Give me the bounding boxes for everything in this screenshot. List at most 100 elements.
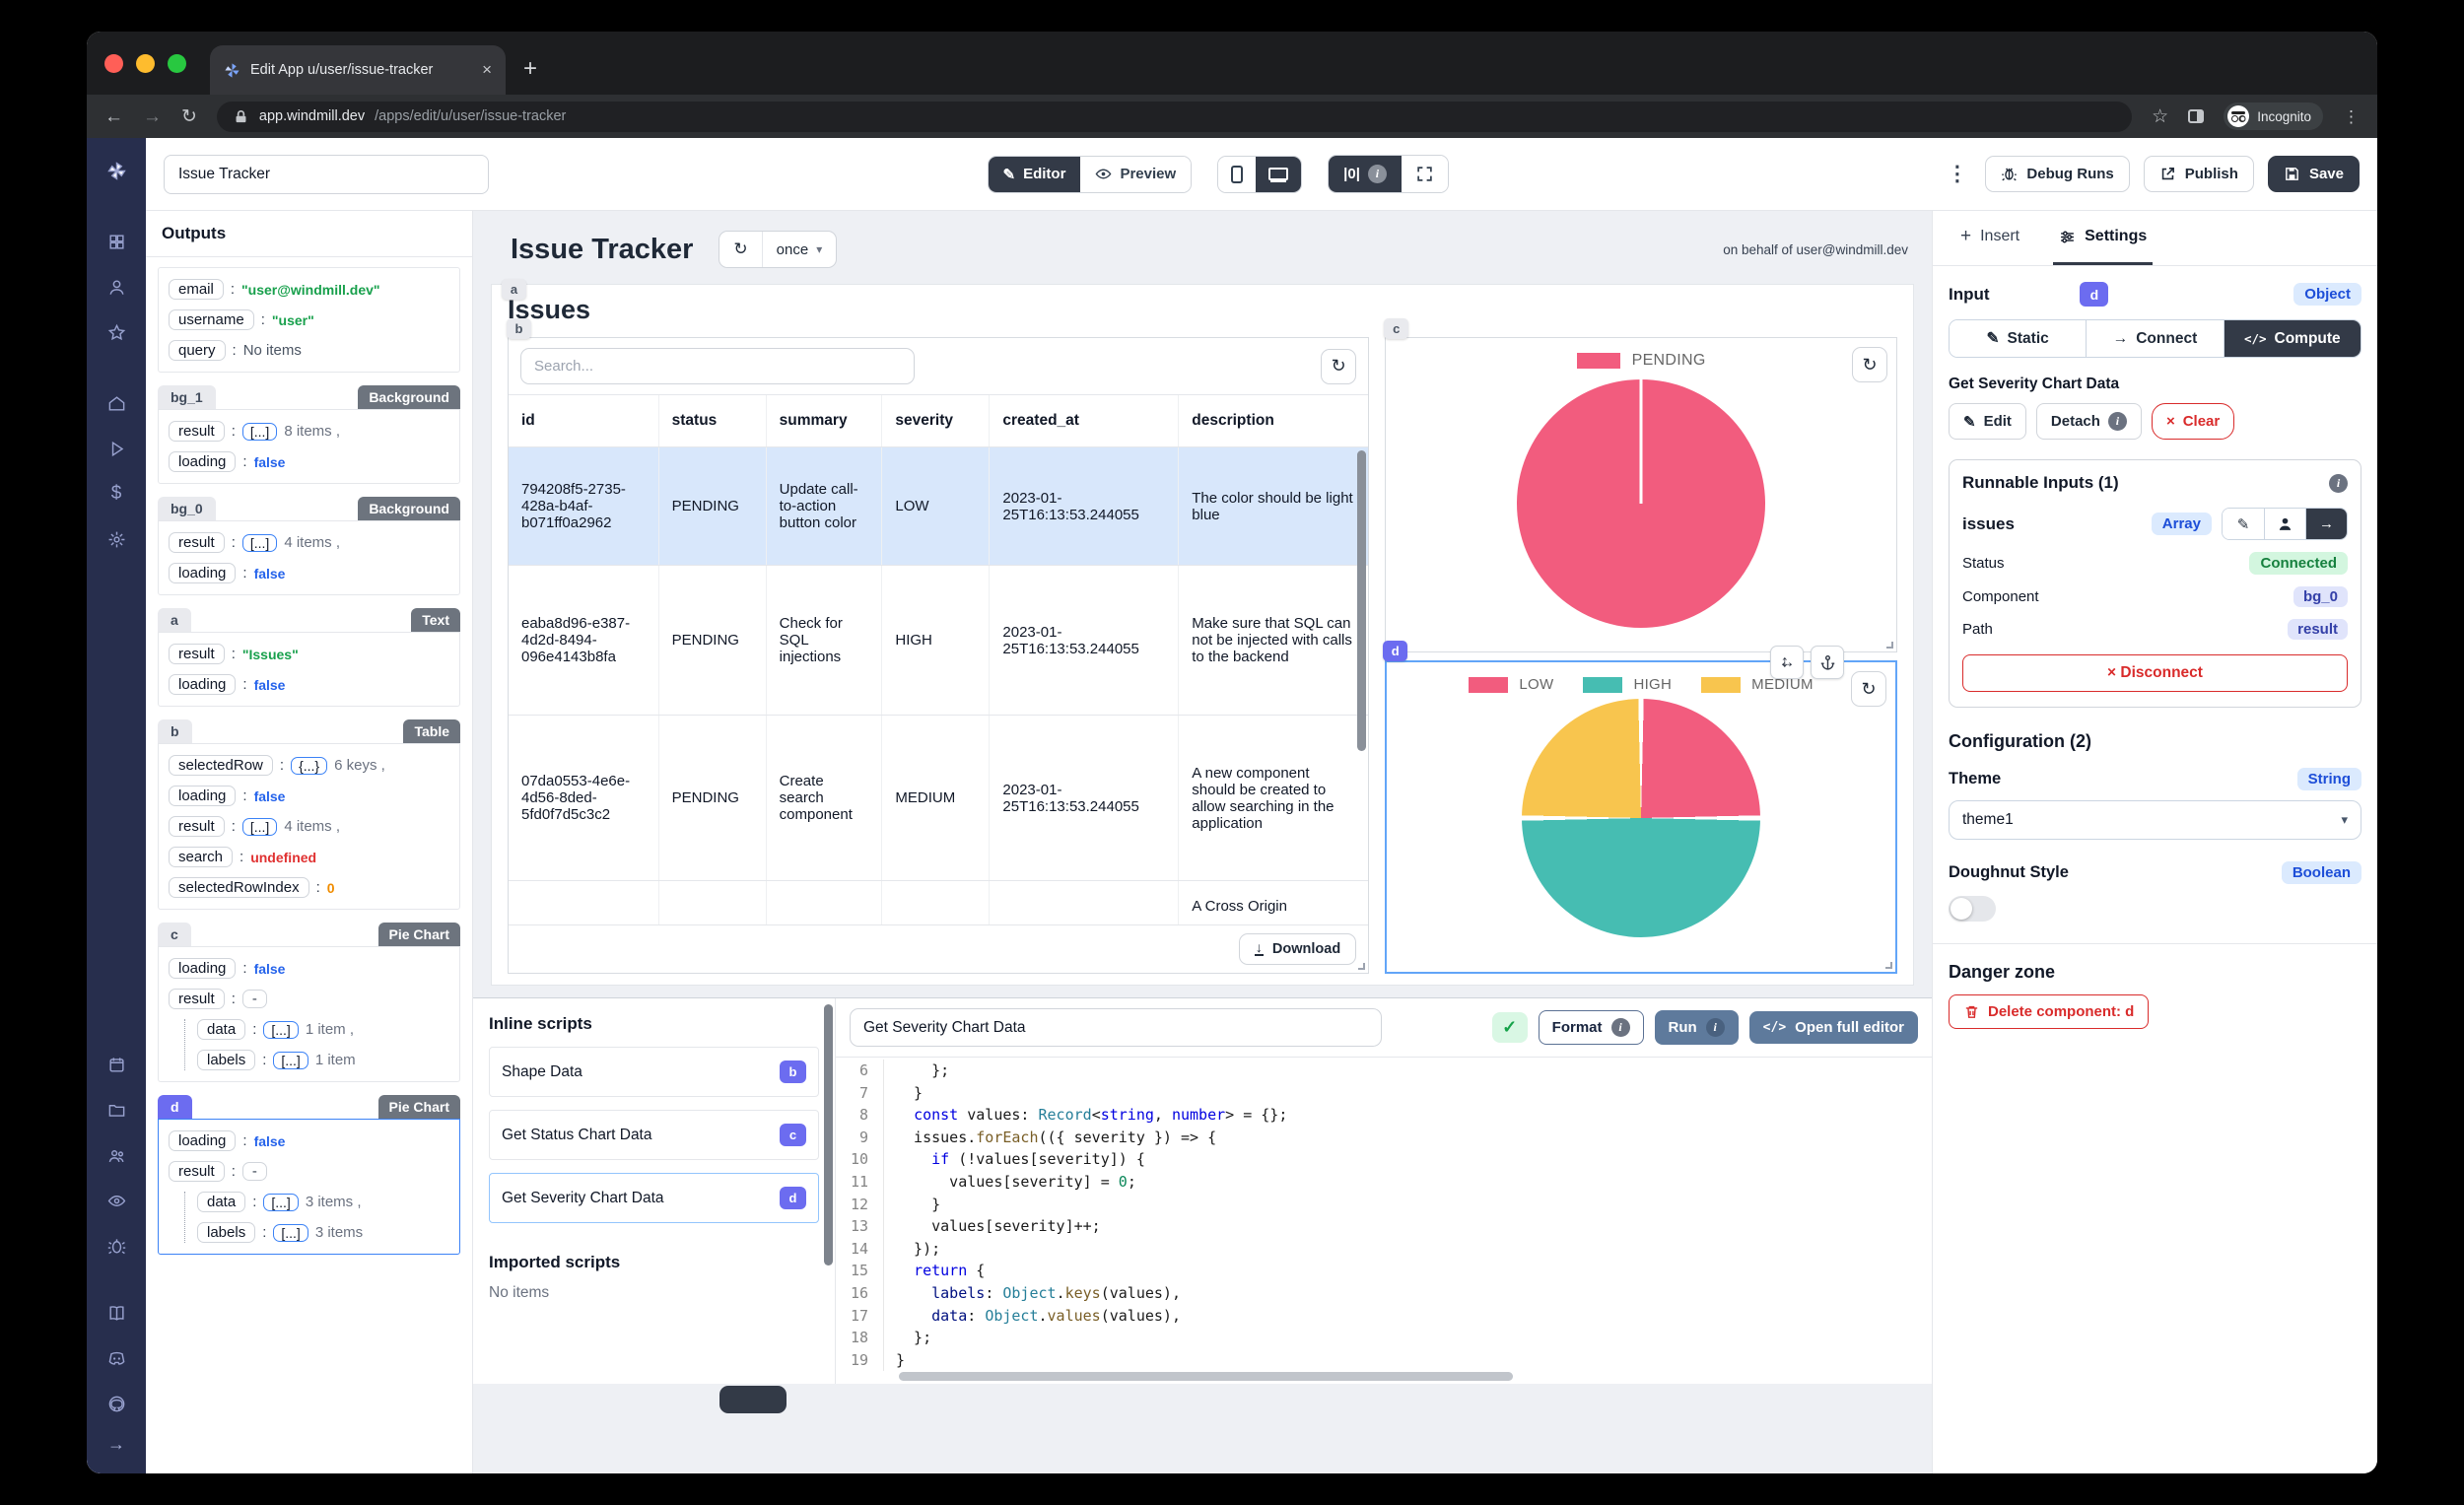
table-component-b[interactable]: b ↻ id status summary severity: [507, 318, 1370, 974]
apps-icon[interactable]: [87, 219, 146, 264]
component-id-badge[interactable]: d: [158, 1095, 192, 1119]
preview-tab[interactable]: Preview: [1080, 156, 1192, 192]
column-header[interactable]: id: [509, 395, 659, 446]
favorites-star-icon[interactable]: [87, 309, 146, 355]
expand-array-button[interactable]: [...]: [273, 1223, 308, 1242]
forward-icon[interactable]: →: [143, 105, 162, 127]
component-value-badge[interactable]: bg_0: [2293, 586, 2348, 607]
chart-refresh-button[interactable]: ↻: [1852, 347, 1887, 382]
collapse-button[interactable]: -: [241, 1162, 267, 1181]
expand-array-button[interactable]: [...]: [241, 817, 278, 836]
reload-icon[interactable]: ↻: [181, 105, 197, 127]
pie-chart-component-d[interactable]: d ↔ ↔ LOW HIGH: [1383, 641, 1897, 974]
maximize-window-button[interactable]: [168, 53, 186, 73]
column-header[interactable]: description: [1192, 412, 1274, 429]
edit-script-button[interactable]: ✎ Edit: [1949, 403, 2026, 440]
component-id-badge[interactable]: c: [158, 923, 191, 946]
windmill-logo[interactable]: [87, 148, 146, 193]
side-panel-icon[interactable]: [2188, 109, 2205, 123]
collapse-button[interactable]: -: [241, 990, 267, 1008]
move-component-handle[interactable]: ↔ ↔: [1770, 646, 1804, 679]
home-icon[interactable]: [87, 380, 146, 426]
schedules-icon[interactable]: [87, 1042, 146, 1087]
expand-object-button[interactable]: {...}: [291, 756, 328, 775]
script-item-get-severity-chart-data[interactable]: Get Severity Chart Data d: [489, 1173, 819, 1223]
table-row[interactable]: 794208f5-2735-428a-b4af-b071ff0a2962 PEN…: [509, 447, 1369, 566]
script-item-get-status-chart-data[interactable]: Get Status Chart Data c: [489, 1110, 819, 1160]
download-button[interactable]: ↓ Download: [1238, 933, 1357, 965]
open-full-editor-button[interactable]: </> Open full editor: [1748, 1011, 1918, 1044]
minimize-window-button[interactable]: [136, 53, 155, 73]
user-icon[interactable]: [87, 264, 146, 309]
legend-item[interactable]: PENDING: [1576, 352, 1706, 370]
theme-select[interactable]: theme1 ▾: [1949, 800, 2361, 840]
mobile-view-button[interactable]: [1218, 156, 1257, 192]
table-row[interactable]: 07da0553-4e6e-4d56-8ded-5fd0f7d5c3c2 PEN…: [509, 716, 1369, 881]
variables-icon[interactable]: $: [110, 483, 122, 504]
outputs-toggle-button[interactable]: |0| i: [1329, 156, 1402, 192]
expand-array-button[interactable]: [...]: [263, 1020, 299, 1039]
legend-item[interactable]: HIGH: [1583, 676, 1672, 693]
tab-settings[interactable]: Settings: [2053, 211, 2154, 265]
resize-handle[interactable]: [1885, 962, 1892, 969]
clear-script-button[interactable]: × Clear: [2151, 403, 2235, 440]
resources-icon[interactable]: [87, 516, 146, 562]
connect-field-button[interactable]: →: [2305, 509, 2347, 539]
browser-tab[interactable]: Edit App u/user/issue-tracker ×: [210, 45, 506, 95]
doughnut-style-toggle[interactable]: [1949, 896, 1996, 922]
groups-icon[interactable]: [87, 1132, 146, 1178]
back-icon[interactable]: ←: [104, 105, 123, 127]
folders-icon[interactable]: [87, 1087, 146, 1132]
runs-icon[interactable]: [87, 426, 146, 471]
collapse-rail-icon[interactable]: →: [107, 1433, 125, 1454]
resize-handle[interactable]: [1358, 963, 1366, 970]
app-refresh-button[interactable]: ↻: [719, 232, 761, 267]
app-name-input[interactable]: [164, 154, 489, 194]
editor-tab[interactable]: ✎ Editor: [988, 156, 1081, 192]
resize-handle[interactable]: [1886, 642, 1893, 649]
disconnect-button[interactable]: × Disconnect: [1962, 654, 2348, 692]
chart-refresh-button[interactable]: ↻: [1851, 671, 1886, 707]
component-id-badge[interactable]: b: [158, 719, 192, 743]
code-editor[interactable]: 6 }; 7 } 8 const values: Record<string, …: [836, 1057, 1932, 1384]
legend-item[interactable]: LOW: [1469, 676, 1553, 693]
address-bar[interactable]: app.windmill.dev/apps/edit/u/user/issue-…: [216, 101, 2133, 132]
docs-book-icon[interactable]: [87, 1290, 146, 1335]
bookmark-star-icon[interactable]: ☆: [2152, 105, 2169, 127]
column-header[interactable]: created_at: [990, 395, 1180, 446]
expand-array-button[interactable]: [...]: [263, 1193, 299, 1211]
run-button[interactable]: Run i: [1654, 1010, 1739, 1045]
path-value-badge[interactable]: result: [2288, 619, 2348, 640]
table-refresh-button[interactable]: ↻: [1321, 348, 1357, 384]
component-id-badge[interactable]: bg_1: [158, 385, 216, 409]
scripts-scrollbar[interactable]: [824, 1004, 833, 1266]
expand-array-button[interactable]: [...]: [241, 422, 278, 441]
tab-close-icon[interactable]: ×: [482, 60, 492, 79]
code-horizontal-scrollbar[interactable]: [899, 1372, 1513, 1381]
detach-script-button[interactable]: Detach i: [2035, 403, 2142, 440]
pie-chart-component-c[interactable]: c PENDING ↻: [1384, 318, 1897, 652]
save-button[interactable]: Save: [2267, 156, 2360, 192]
fullscreen-button[interactable]: [1401, 156, 1448, 192]
delete-component-button[interactable]: Delete component: d: [1949, 994, 2150, 1029]
expand-array-button[interactable]: [...]: [273, 1051, 308, 1069]
connect-mode-button[interactable]: → Connect: [2086, 320, 2224, 357]
script-name-input[interactable]: [850, 1008, 1382, 1047]
anchor-component-button[interactable]: [1811, 646, 1844, 679]
column-header[interactable]: summary: [767, 395, 883, 446]
table-row-partial[interactable]: A Cross Origin: [509, 881, 1368, 924]
close-window-button[interactable]: [104, 53, 123, 73]
component-id-badge[interactable]: a: [158, 608, 191, 632]
format-button[interactable]: Format i: [1538, 1010, 1644, 1045]
debug-runs-button[interactable]: Debug Runs: [1985, 156, 2130, 192]
column-header[interactable]: severity: [882, 395, 991, 446]
user-field-button[interactable]: [2264, 509, 2305, 539]
desktop-view-button[interactable]: [1256, 156, 1302, 192]
expand-array-button[interactable]: [...]: [241, 533, 278, 552]
tab-insert[interactable]: + Insert: [1960, 226, 2020, 246]
component-id-badge[interactable]: bg_0: [158, 497, 216, 520]
workers-icon[interactable]: [87, 1223, 146, 1268]
column-header[interactable]: status: [659, 395, 767, 446]
audit-eye-icon[interactable]: [87, 1178, 146, 1223]
refresh-mode-dropdown[interactable]: once ▾: [761, 232, 837, 267]
